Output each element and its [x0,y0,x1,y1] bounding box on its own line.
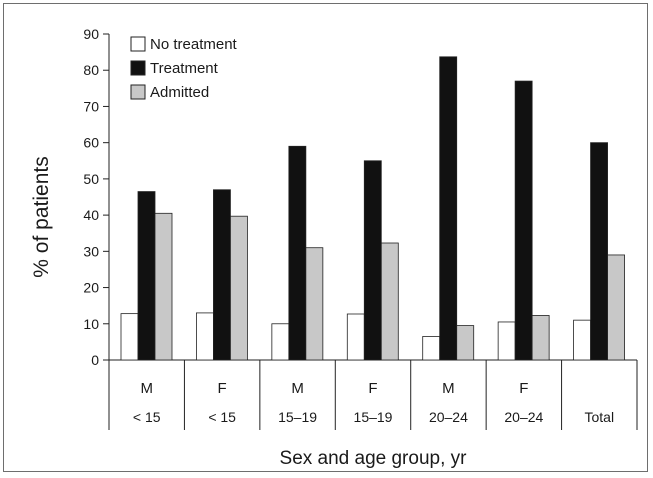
y-tick-label: 40 [83,207,99,223]
chart-legend: No treatment Treatment Admitted [131,36,238,101]
bar-treatment [364,161,381,360]
x-age-label: < 15 [133,409,161,425]
legend-swatch [131,85,145,99]
x-age-label: 15–19 [354,409,393,425]
y-axis-label: % of patients [30,156,53,277]
x-sex-label: M [140,380,153,397]
bar-treatment [440,57,457,360]
bar-no-treatment [196,313,213,360]
bar-admitted [381,243,398,360]
bar-treatment [138,192,155,360]
y-tick-label: 0 [91,352,99,368]
bar-admitted [532,315,549,360]
chart-bars [121,57,625,360]
bar-no-treatment [347,314,364,360]
x-sex-label: F [368,380,377,397]
x-sex-label: M [291,380,304,397]
bar-chart: 0 10 20 30 40 50 60 70 80 90 M < 15 F < 15 M 15–19 F 15–… [4,4,649,473]
x-axis-label: Sex and age group, yr [280,448,468,469]
y-tick-label: 60 [83,135,99,151]
x-age-label: < 15 [208,409,236,425]
legend-swatch [131,37,145,51]
legend-label: Treatment [150,60,219,77]
y-tick-label: 10 [83,316,99,332]
y-tick-label: 50 [83,171,99,187]
bar-no-treatment [498,322,515,360]
x-sex-label: F [519,380,528,397]
legend-swatch [131,61,145,75]
x-sex-label: F [218,380,227,397]
bar-treatment [515,81,532,360]
y-tick-label: 30 [83,243,99,259]
bar-admitted [457,326,474,360]
y-tick-label: 20 [83,280,99,296]
bar-admitted [230,216,247,360]
x-category-table: M < 15 F < 15 M 15–19 F 15–19 M 20–24 F 20–24 Total [109,360,637,430]
bar-no-treatment [574,320,591,360]
legend-label: No treatment [150,36,238,53]
bar-no-treatment [423,336,440,360]
x-age-label: 20–24 [429,409,468,425]
bar-treatment [289,146,306,360]
x-age-label: Total [584,409,614,425]
legend-label: Admitted [150,84,209,101]
figure-frame: 0 10 20 30 40 50 60 70 80 90 M < 15 F < 15 M 15–19 F 15–… [3,3,648,472]
bar-admitted [608,255,625,360]
x-sex-label: M [442,380,455,397]
bar-treatment [213,190,230,360]
bar-admitted [306,248,323,360]
y-tick-label: 90 [83,26,99,42]
bar-treatment [591,143,608,360]
x-age-label: 20–24 [504,409,543,425]
bar-no-treatment [272,324,289,360]
y-tick-label: 70 [83,98,99,114]
bar-admitted [155,213,172,360]
x-age-label: 15–19 [278,409,317,425]
bar-no-treatment [121,314,138,360]
y-tick-label: 80 [83,62,99,78]
